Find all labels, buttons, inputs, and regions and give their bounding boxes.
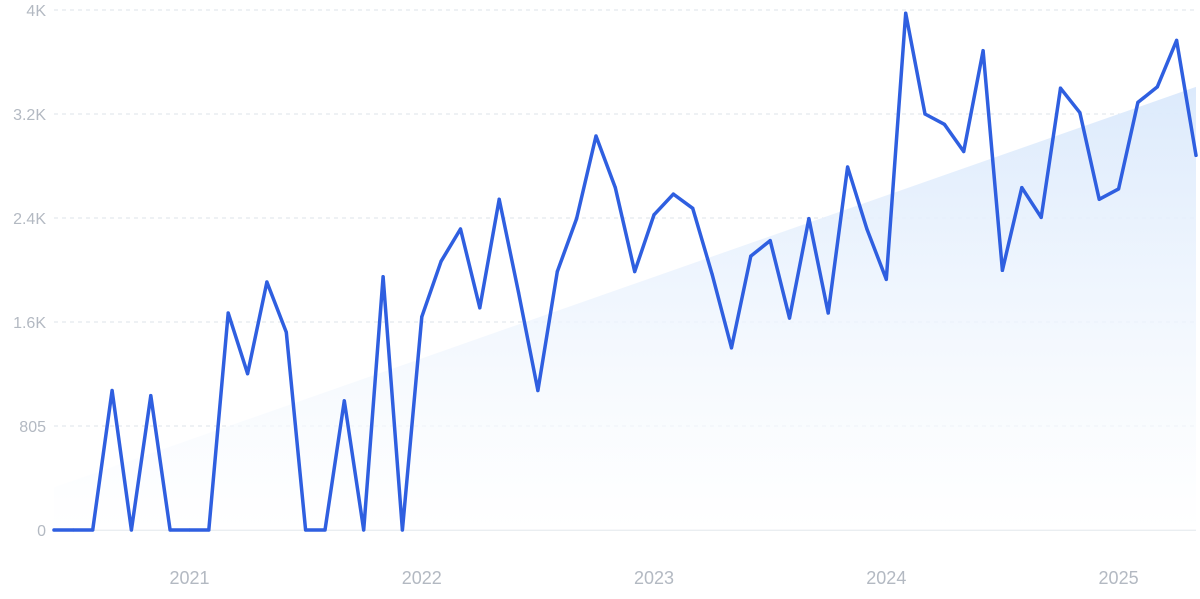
data-point xyxy=(807,217,811,221)
y-axis: 0 805 1.6K 2.4K 3.2K 4K xyxy=(13,3,46,540)
data-point xyxy=(1039,215,1043,219)
data-point xyxy=(787,316,792,320)
data-point xyxy=(613,186,617,190)
data-point xyxy=(691,206,695,210)
data-point xyxy=(342,399,346,403)
data-point xyxy=(284,330,288,334)
data-point xyxy=(1155,85,1159,89)
data-point xyxy=(400,528,405,532)
x-tick-label: 2024 xyxy=(866,568,906,588)
data-point xyxy=(71,528,75,532)
data-point xyxy=(536,388,540,393)
data-point xyxy=(1194,153,1198,157)
data-point xyxy=(710,272,714,276)
data-point xyxy=(749,254,753,258)
data-point xyxy=(904,11,908,15)
data-point xyxy=(129,528,134,532)
data-point xyxy=(981,49,985,53)
data-point xyxy=(1078,111,1082,115)
data-point xyxy=(594,134,598,138)
y-tick-label: 2.4K xyxy=(13,211,46,228)
series-line xyxy=(52,11,1198,532)
data-point xyxy=(1116,187,1121,191)
data-point xyxy=(923,112,927,116)
data-point xyxy=(1000,268,1005,272)
data-point xyxy=(516,290,521,294)
data-point xyxy=(458,227,463,231)
data-point xyxy=(1097,197,1101,201)
data-point xyxy=(478,306,482,310)
data-point xyxy=(826,311,830,315)
data-point xyxy=(168,528,172,532)
data-point xyxy=(323,528,327,532)
data-point xyxy=(575,217,579,221)
x-tick-label: 2023 xyxy=(634,568,674,588)
data-point xyxy=(1058,86,1063,90)
y-tick-label: 4K xyxy=(26,3,46,20)
x-axis: 2021 2022 2023 2024 2025 xyxy=(169,568,1138,588)
data-point xyxy=(362,528,366,532)
data-point xyxy=(245,372,250,376)
data-point xyxy=(207,528,211,532)
data-point xyxy=(884,277,888,281)
series-layer xyxy=(52,11,1198,532)
x-tick-label: 2025 xyxy=(1099,568,1139,588)
data-point xyxy=(652,213,656,217)
data-point xyxy=(942,122,946,126)
data-point xyxy=(110,388,114,393)
x-tick-label: 2021 xyxy=(169,568,209,588)
data-point xyxy=(187,528,192,532)
data-point xyxy=(729,346,734,350)
data-point xyxy=(1136,100,1140,104)
x-tick-label: 2022 xyxy=(402,568,442,588)
data-point xyxy=(420,315,424,319)
data-point xyxy=(91,528,95,532)
data-point xyxy=(381,275,385,279)
data-point xyxy=(304,528,308,532)
y-tick-label: 1.6K xyxy=(13,315,46,332)
data-point xyxy=(671,192,675,196)
data-point xyxy=(845,165,850,169)
data-point xyxy=(865,227,869,231)
data-point xyxy=(52,528,56,532)
trend-area xyxy=(54,86,1196,530)
data-point xyxy=(497,197,501,201)
data-point xyxy=(149,394,153,398)
y-tick-label: 3.2K xyxy=(13,107,46,124)
trend-area-layer xyxy=(54,86,1196,530)
data-point xyxy=(555,270,559,274)
data-point xyxy=(226,311,230,315)
data-point xyxy=(633,270,637,274)
data-point xyxy=(265,280,269,284)
data-point xyxy=(1020,186,1024,190)
data-point xyxy=(1175,38,1179,42)
data-point xyxy=(768,239,772,243)
y-tick-label: 805 xyxy=(19,419,46,436)
data-point xyxy=(962,149,966,154)
y-tick-label: 0 xyxy=(37,523,46,540)
data-point xyxy=(439,259,443,263)
